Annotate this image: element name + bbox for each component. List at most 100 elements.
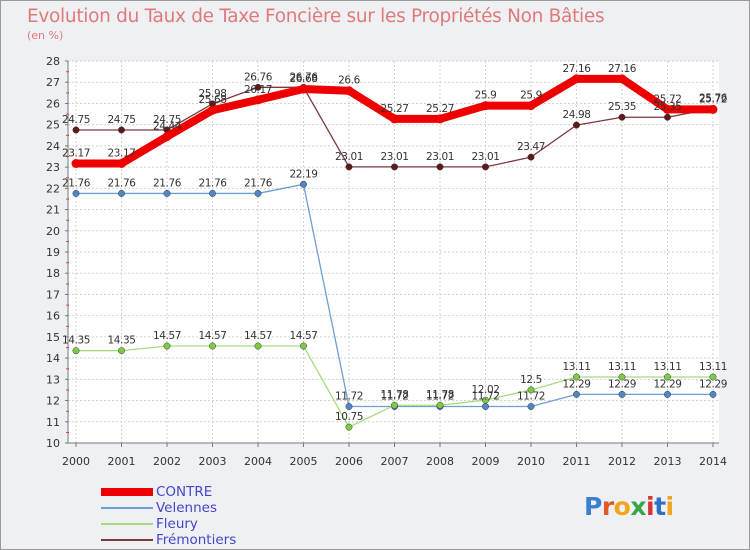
x-tick-label: 2013: [654, 455, 682, 468]
x-tick-label: 2009: [472, 455, 500, 468]
data-label-0: 23.17: [107, 148, 135, 160]
data-point-2: [436, 401, 444, 409]
data-point-3: [391, 163, 398, 171]
data-point-2: [163, 342, 171, 350]
data-label-2: 13.11: [562, 361, 590, 373]
data-label-3: 25.98: [198, 88, 226, 100]
data-label-2: 10.75: [335, 411, 363, 423]
data-label-3: 25.76: [699, 93, 728, 105]
data-point-1: [345, 403, 353, 410]
x-tick-label: 2010: [517, 455, 545, 468]
data-label-0: 25.9: [475, 90, 497, 102]
data-point-0: [663, 104, 672, 114]
y-tick-label: 11: [46, 416, 60, 429]
x-tick-label: 2007: [381, 455, 409, 468]
unit-label: (en %): [27, 29, 64, 42]
data-point-3: [254, 83, 262, 91]
data-point-2: [482, 396, 489, 404]
data-point-1: [482, 403, 489, 410]
data-point-1: [118, 189, 125, 197]
y-tick-label: 27: [46, 76, 60, 89]
x-tick-label: 2000: [62, 455, 90, 468]
legend-swatch: [101, 507, 153, 509]
data-label-1: 12.29: [653, 378, 681, 390]
data-point-3: [436, 163, 444, 171]
legend-swatch: [101, 523, 153, 525]
data-point-2: [391, 401, 398, 409]
data-label-1: 11.72: [471, 390, 499, 402]
x-tick-label: 2006: [335, 455, 363, 468]
data-point-0: [253, 95, 263, 105]
y-tick-label: 21: [46, 204, 60, 217]
data-label-2: 13.11: [608, 361, 636, 373]
x-tick-label: 2004: [244, 455, 272, 468]
data-point-1: [209, 189, 216, 197]
data-label-1: 12.29: [562, 378, 590, 390]
data-point-0: [435, 114, 445, 124]
data-label-0: 26.68: [289, 73, 317, 85]
data-point-1: [300, 180, 307, 188]
y-tick-label: 26: [46, 97, 60, 110]
data-label-0: 27.16: [608, 63, 637, 75]
data-point-0: [572, 74, 581, 84]
data-label-3: 25.35: [608, 101, 636, 113]
data-point-1: [709, 390, 717, 398]
data-label-1: 12.29: [699, 378, 727, 390]
data-point-2: [527, 386, 535, 394]
data-point-0: [526, 101, 536, 111]
data-label-1: 11.72: [517, 390, 545, 402]
legend-label: Velennes: [156, 500, 218, 516]
proxiti-logo: Proxiti: [584, 492, 674, 521]
data-label-2: 14.57: [289, 330, 317, 342]
data-label-0: 23.17: [62, 148, 90, 160]
data-label-0: 25.9: [520, 90, 542, 102]
data-point-1: [72, 189, 80, 197]
data-point-2: [573, 373, 580, 381]
data-point-0: [617, 74, 627, 84]
y-tick-label: 12: [46, 395, 60, 408]
data-label-3: 23.01: [380, 151, 408, 163]
y-tick-label: 24: [46, 140, 60, 153]
data-point-0: [117, 159, 126, 169]
legend-swatch: [101, 539, 153, 541]
legend-label: Frémontiers: [156, 532, 237, 548]
chart-title: Evolution du Taux de Taxe Foncière sur l…: [27, 6, 605, 27]
y-tick-label: 18: [46, 267, 60, 280]
x-tick-label: 2008: [426, 455, 454, 468]
data-label-2: 14.35: [107, 335, 135, 347]
data-label-1: 21.76: [107, 177, 136, 189]
data-label-0: 25.72: [653, 93, 681, 105]
data-label-0: 25.27: [426, 103, 454, 115]
data-label-2: 13.11: [699, 361, 727, 373]
data-label-0: 27.16: [562, 63, 591, 75]
y-tick-label: 23: [46, 161, 60, 174]
data-point-0: [208, 105, 217, 115]
data-label-2: 14.57: [198, 330, 226, 342]
data-label-3: 23.47: [517, 141, 545, 153]
data-point-2: [709, 373, 717, 381]
data-point-3: [118, 126, 125, 134]
x-tick-label: 2002: [153, 455, 181, 468]
data-label-2: 14.57: [244, 330, 272, 342]
x-tick-label: 2011: [563, 455, 591, 468]
data-label-2: 12.02: [471, 384, 499, 396]
data-point-0: [481, 101, 490, 111]
data-label-1: 21.76: [62, 177, 91, 189]
data-point-3: [72, 126, 80, 134]
data-point-3: [482, 163, 489, 171]
data-point-3: [527, 153, 535, 161]
data-point-1: [618, 390, 626, 398]
data-point-3: [345, 163, 353, 171]
data-label-3: 23.01: [426, 151, 454, 163]
data-label-2: 12.5: [520, 374, 542, 386]
y-tick-label: 22: [46, 182, 60, 195]
data-label-2: 14.35: [62, 335, 90, 347]
data-label-0: 26.6: [338, 75, 360, 87]
data-label-1: 11.72: [380, 390, 408, 402]
y-tick-label: 10: [46, 437, 60, 450]
y-tick-label: 17: [46, 288, 60, 301]
data-point-3: [573, 121, 580, 129]
data-point-3: [664, 113, 671, 121]
data-label-2: 11.78: [426, 389, 454, 401]
legend-label: Fleury: [156, 516, 198, 532]
